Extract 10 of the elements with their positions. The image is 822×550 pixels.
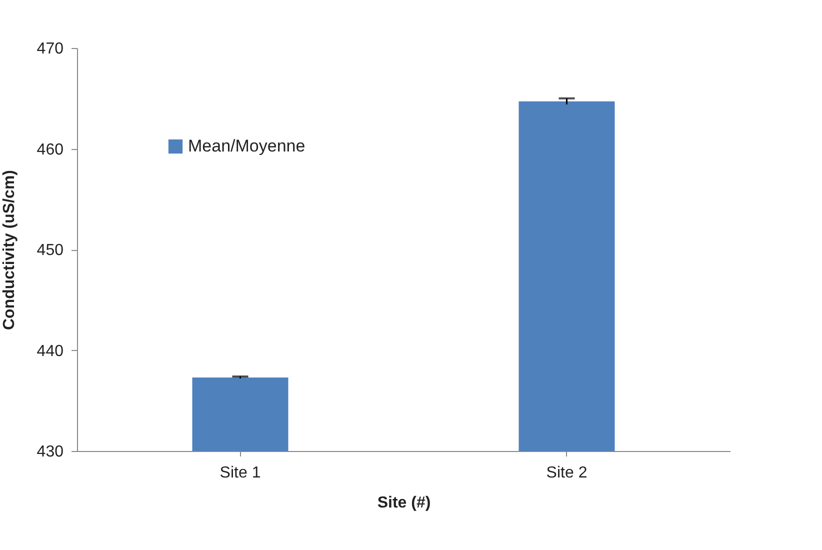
x-tick-label: Site 1 (220, 464, 261, 482)
y-tick-label: 430 (36, 444, 64, 460)
x-axis-title: Site (#) (377, 494, 431, 512)
y-tick-label: 440 (36, 342, 64, 360)
legend-label: Mean/Moyenne (188, 136, 306, 156)
y-tick-label: 450 (36, 242, 64, 259)
x-tick-label: Site 2 (546, 464, 588, 482)
y-axis-title: Conductivity (uS/cm) (0, 170, 18, 330)
y-tick-label: 470 (36, 40, 64, 58)
y-tick-label: 460 (36, 141, 64, 158)
